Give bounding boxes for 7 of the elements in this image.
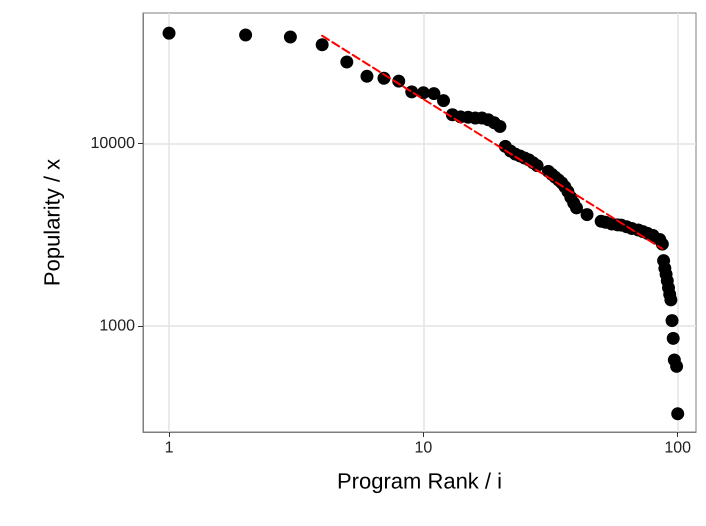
x-tick-label: 10 [414,440,432,456]
x-axis-title: Program Rank / i [336,468,502,494]
y-tick-label: 10000 [90,135,136,152]
y-tick-label: 1000 [99,317,136,334]
y-axis-title: Popularity / x [40,158,64,286]
x-tick-label: 100 [664,440,692,456]
x-tick-label: 1 [164,440,174,456]
